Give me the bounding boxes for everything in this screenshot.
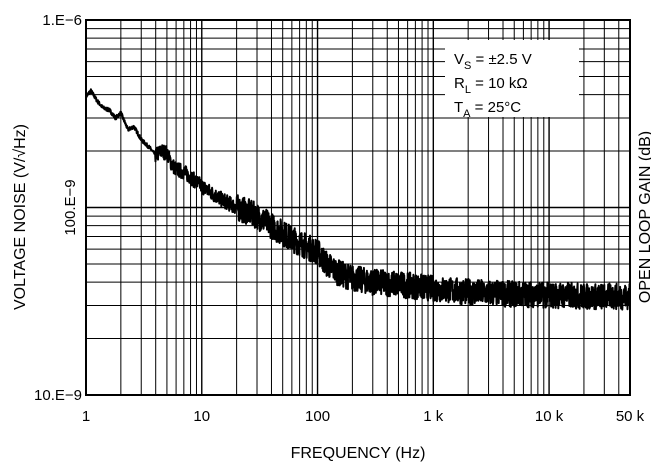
legend-entry: RL = 10 kΩ (454, 75, 528, 96)
legend-value: = ±2.5 V (471, 51, 531, 68)
legend-entry: TA = 25°C (454, 99, 521, 120)
y-axis-title: VOLTAGE NOISE (V/√Hz) (12, 124, 29, 310)
legend-value: = 10 kΩ (471, 75, 528, 92)
x-tick-label: 100 (305, 408, 330, 425)
legend-value: = 25°C (471, 99, 522, 116)
y-tick-label: 10.E−9 (34, 387, 82, 404)
x-tick-label: 10 (193, 408, 210, 425)
x-tick-label: 50 k (616, 408, 645, 425)
y-tick-label: 100.E−9 (62, 179, 79, 235)
x-axis-title: FREQUENCY (Hz) (291, 445, 426, 462)
series-layer (85, 88, 631, 311)
legend-subscript: L (465, 84, 471, 96)
x-tick-label: 1 k (423, 408, 444, 425)
plot-frame (85, 19, 631, 396)
grid (86, 20, 630, 395)
legend-symbol: V (454, 51, 464, 68)
y-tick-labels: 1.E−6 100.E−9 10.E−9 (34, 12, 82, 404)
y-tick-label: 1.E−6 (42, 12, 82, 29)
legend-subscript: A (463, 108, 471, 120)
x-tick-label: 1 (82, 408, 90, 425)
right-axis-title: OPEN LOOP GAIN (dB) (637, 131, 651, 303)
legend-entry: VS = ±2.5 V (454, 51, 532, 72)
legend-subscript: S (464, 60, 471, 72)
x-tick-labels: 1 10 100 1 k 10 k 50 k (82, 408, 645, 425)
legend-symbol: R (454, 75, 465, 92)
x-tick-label: 10 k (535, 408, 564, 425)
legend-background (445, 40, 579, 117)
legend-box: VS = ±2.5 V RL = 10 kΩ TA = 25°C (445, 40, 579, 120)
noise-series-line (85, 88, 631, 311)
legend-symbol: T (454, 99, 463, 116)
